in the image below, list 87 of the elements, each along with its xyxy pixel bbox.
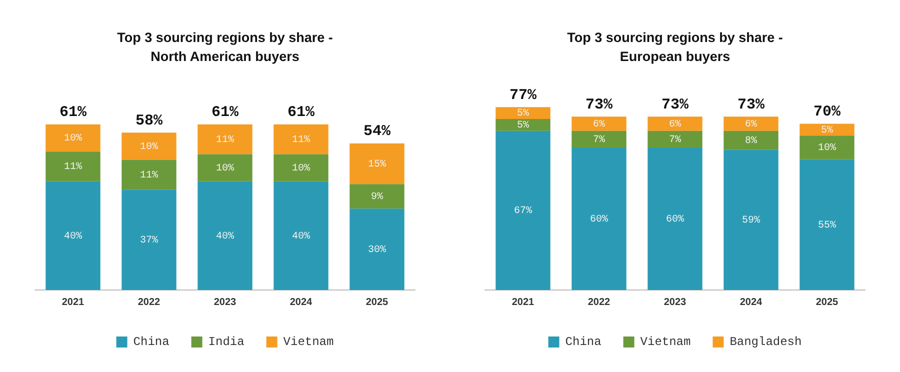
data-label: 60%	[590, 214, 608, 226]
data-label: 7%	[668, 134, 682, 146]
data-label: 60%	[666, 214, 684, 226]
bar	[122, 190, 176, 290]
bar	[648, 116, 702, 131]
x-tick-label: 2021	[512, 296, 535, 308]
bar	[122, 132, 176, 160]
total-label: 77%	[509, 86, 538, 104]
total-label: 73%	[737, 96, 766, 114]
bar	[46, 152, 100, 182]
bar	[724, 116, 778, 131]
total-label: 61%	[211, 104, 240, 122]
total-label: 61%	[287, 104, 316, 122]
bar	[496, 107, 550, 119]
chart-title: Top 3 sourcing regions by share - North American buyers	[116, 29, 334, 66]
legend-label: China	[565, 335, 602, 350]
data-label: 10%	[216, 164, 234, 174]
data-label: 40%	[64, 231, 82, 242]
bar	[350, 184, 404, 209]
legend-label: Vietnam	[283, 335, 334, 350]
bar	[198, 181, 252, 290]
x-tick-label: 2025	[816, 296, 839, 308]
bar	[800, 136, 854, 160]
data-label: 5%	[516, 120, 530, 132]
bar	[572, 116, 626, 131]
bar	[800, 159, 854, 290]
x-tick-label: 2024	[740, 296, 763, 308]
x-tick-label: 2024	[290, 296, 313, 308]
data-label: 11%	[140, 170, 158, 182]
legend-label: India	[208, 335, 244, 350]
bar	[198, 154, 252, 182]
data-label: 67%	[514, 206, 532, 218]
data-label: 40%	[292, 231, 310, 242]
data-label: 8%	[744, 136, 758, 148]
legend-label: Bangladesh	[730, 335, 802, 350]
bar	[572, 130, 626, 148]
x-tick-label: 2025	[366, 296, 389, 308]
data-label: 59%	[742, 216, 760, 227]
bar	[350, 208, 404, 290]
bar	[350, 143, 404, 184]
data-label: 10%	[64, 134, 82, 145]
data-label: 5%	[516, 108, 530, 120]
data-label: 15%	[368, 159, 386, 170]
bar	[274, 154, 328, 182]
data-label: 11%	[216, 135, 234, 146]
data-label: 11%	[64, 162, 82, 174]
bar	[648, 130, 702, 148]
bar	[724, 150, 778, 290]
data-label: 10%	[140, 142, 158, 153]
x-tick-label: 2022	[138, 296, 161, 308]
data-label: 55%	[818, 220, 836, 232]
bar	[496, 130, 550, 290]
bar	[496, 119, 550, 131]
data-label: 40%	[216, 231, 234, 242]
x-tick-label: 2023	[214, 296, 237, 308]
data-label: 30%	[368, 244, 386, 256]
legend-label: Vietnam	[640, 335, 691, 350]
data-label: 37%	[140, 235, 158, 246]
bar	[572, 148, 626, 290]
x-tick-label: 2021	[62, 296, 85, 308]
total-label: 70%	[813, 104, 842, 121]
x-tick-label: 2023	[664, 296, 687, 308]
bar	[122, 160, 176, 190]
bar	[274, 181, 328, 290]
bar	[648, 148, 702, 290]
chart-title: Top 3 sourcing regions by share - European buyers	[566, 29, 784, 66]
total-label: 61%	[59, 104, 88, 122]
total-label: 54%	[363, 123, 392, 140]
data-label: 9%	[370, 192, 384, 203]
total-label: 73%	[585, 96, 614, 114]
bar	[198, 124, 252, 154]
data-label: 7%	[592, 134, 606, 146]
legend-label: China	[133, 335, 170, 350]
bar	[274, 124, 328, 154]
data-label: 10%	[818, 143, 836, 154]
total-label: 73%	[661, 96, 690, 114]
data-label: 6%	[744, 119, 758, 130]
data-label: 11%	[292, 135, 310, 146]
data-label: 6%	[592, 119, 606, 130]
data-label: 5%	[820, 125, 834, 136]
bar	[46, 181, 100, 290]
bar	[46, 124, 100, 152]
x-tick-label: 2022	[588, 296, 611, 308]
total-label: 58%	[135, 112, 164, 130]
bar	[724, 130, 778, 150]
data-label: 6%	[668, 119, 682, 130]
data-label: 10%	[292, 164, 310, 174]
